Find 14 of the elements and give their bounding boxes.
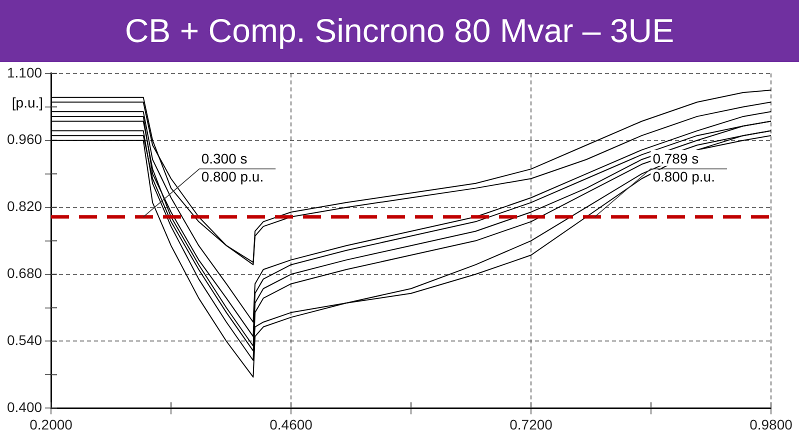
y-tick-label: 1.100 [6, 64, 42, 80]
y-tick-label: 0.680 [6, 265, 42, 282]
y-tick-label: 0.540 [6, 332, 42, 348]
annotation: 0.300 s 0.800 p.u. [201, 150, 264, 185]
x-tick-label: 0.9800 [750, 416, 793, 432]
y-tick-label: 0.960 [6, 131, 42, 148]
y-tick-label: 0.820 [6, 198, 42, 214]
x-tick-label: 0.4600 [270, 416, 313, 432]
x-tick-label: 0.7200 [510, 416, 553, 432]
y-tick-label: 0.400 [6, 399, 42, 416]
annotation: 0.789 s 0.800 p.u. [652, 150, 715, 185]
y-axis-title: [p.u.] [12, 94, 44, 110]
x-tick-label: 0.2000 [30, 416, 73, 432]
chart-title: CB + Comp. Sincrono 80 Mvar – 3UE [0, 0, 799, 62]
